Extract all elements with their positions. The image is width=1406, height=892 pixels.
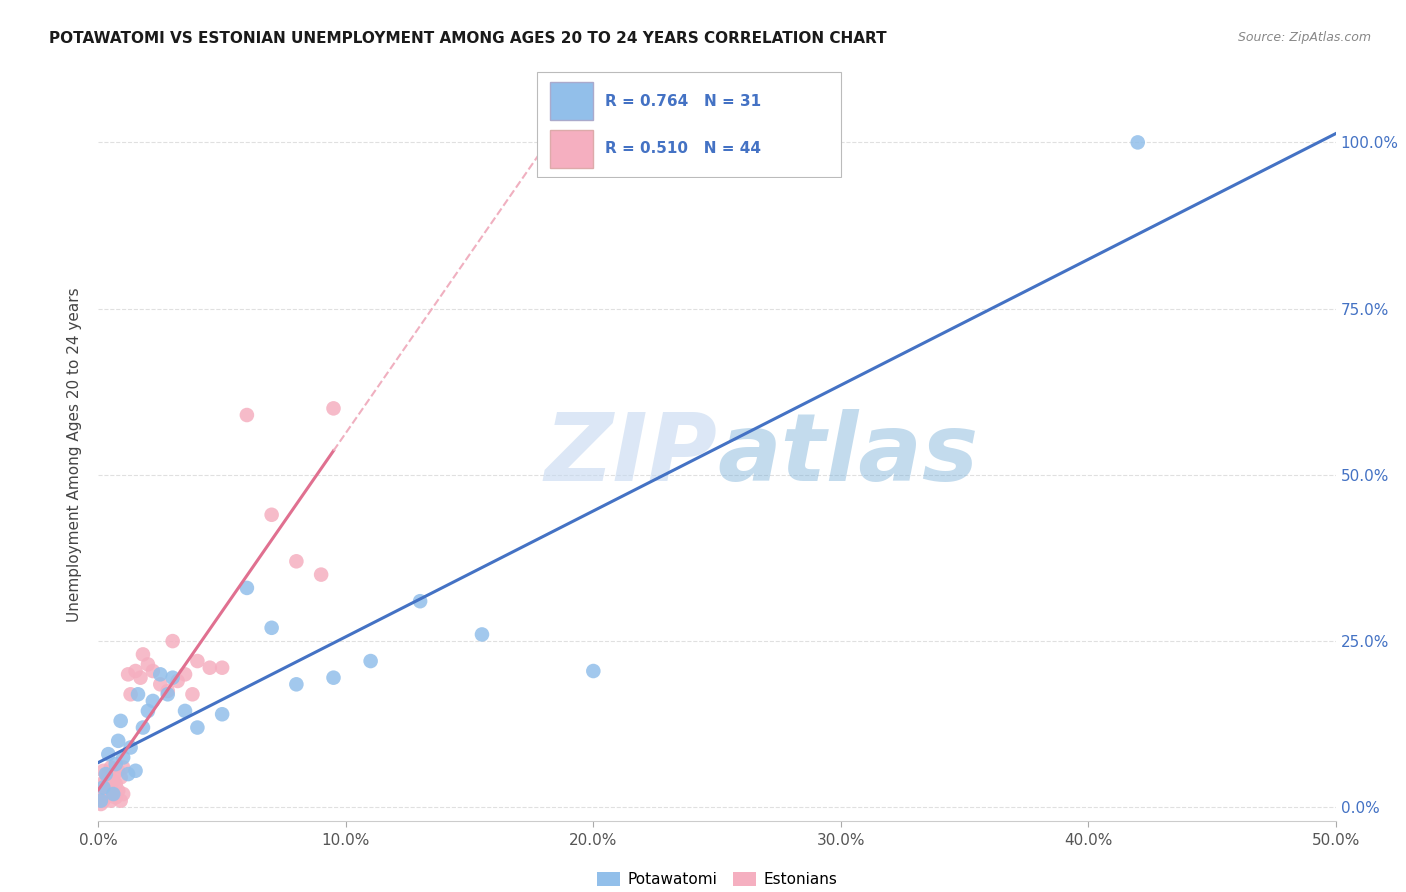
Point: [107, 764, 129, 778]
Y-axis label: Unemployment Among Ages 20 to 24 years: Unemployment Among Ages 20 to 24 years: [67, 287, 83, 623]
Point: [93, 764, 115, 778]
Point: [471, 627, 494, 641]
Point: [129, 671, 152, 685]
Point: [103, 787, 125, 801]
Point: [104, 790, 127, 805]
Text: Source: ZipAtlas.com: Source: ZipAtlas.com: [1237, 31, 1371, 45]
Point: [132, 721, 155, 735]
Point: [117, 767, 139, 781]
Point: [100, 760, 122, 774]
Point: [97, 787, 120, 801]
Point: [97, 767, 120, 781]
Point: [93, 780, 115, 795]
Point: [142, 664, 165, 678]
Point: [285, 677, 308, 691]
Text: POTAWATOMI VS ESTONIAN UNEMPLOYMENT AMONG AGES 20 TO 24 YEARS CORRELATION CHART: POTAWATOMI VS ESTONIAN UNEMPLOYMENT AMON…: [49, 31, 887, 46]
Point: [110, 714, 132, 728]
Point: [110, 794, 132, 808]
Point: [166, 673, 188, 688]
Point: [186, 721, 208, 735]
Text: ZIP: ZIP: [544, 409, 717, 501]
Point: [112, 760, 135, 774]
FancyBboxPatch shape: [537, 72, 841, 178]
Point: [136, 657, 159, 672]
Point: [285, 554, 308, 568]
Point: [93, 794, 115, 808]
Point: [124, 664, 146, 678]
Point: [211, 707, 233, 722]
Text: R = 0.510   N = 44: R = 0.510 N = 44: [606, 141, 762, 156]
Point: [104, 777, 127, 791]
Point: [149, 677, 172, 691]
Point: [117, 667, 139, 681]
Point: [120, 740, 142, 755]
Point: [97, 747, 120, 761]
Point: [198, 661, 221, 675]
Point: [103, 773, 125, 788]
FancyBboxPatch shape: [550, 130, 593, 168]
Point: [103, 787, 125, 801]
Point: [94, 767, 117, 781]
Point: [90, 797, 112, 811]
Point: [120, 687, 142, 701]
Point: [93, 783, 115, 797]
Point: [156, 684, 179, 698]
Point: [186, 654, 208, 668]
Point: [260, 508, 283, 522]
Text: atlas: atlas: [717, 409, 979, 501]
Point: [132, 648, 155, 662]
Point: [90, 777, 112, 791]
Point: [409, 594, 432, 608]
Point: [174, 667, 197, 681]
Point: [136, 704, 159, 718]
Point: [100, 794, 122, 808]
Point: [236, 408, 259, 422]
Point: [127, 687, 149, 701]
Point: [309, 567, 332, 582]
Text: R = 0.764   N = 31: R = 0.764 N = 31: [606, 94, 762, 109]
Point: [149, 667, 172, 681]
Point: [107, 734, 129, 748]
Point: [582, 664, 605, 678]
FancyBboxPatch shape: [550, 82, 593, 120]
Point: [112, 750, 135, 764]
Point: [90, 794, 112, 808]
Point: [322, 671, 344, 685]
Point: [110, 771, 132, 785]
Point: [211, 661, 233, 675]
Legend: Potawatomi, Estonians: Potawatomi, Estonians: [591, 866, 844, 892]
Point: [94, 773, 117, 788]
Point: [236, 581, 259, 595]
Point: [322, 401, 344, 416]
Point: [104, 757, 127, 772]
Point: [260, 621, 283, 635]
Point: [94, 790, 117, 805]
Point: [100, 780, 122, 795]
Point: [90, 787, 112, 801]
Point: [181, 687, 204, 701]
Point: [174, 704, 197, 718]
Point: [107, 783, 129, 797]
Point: [162, 634, 184, 648]
Point: [1126, 136, 1149, 150]
Point: [112, 787, 135, 801]
Point: [124, 764, 146, 778]
Point: [162, 671, 184, 685]
Point: [156, 687, 179, 701]
Point: [360, 654, 382, 668]
Point: [142, 694, 165, 708]
